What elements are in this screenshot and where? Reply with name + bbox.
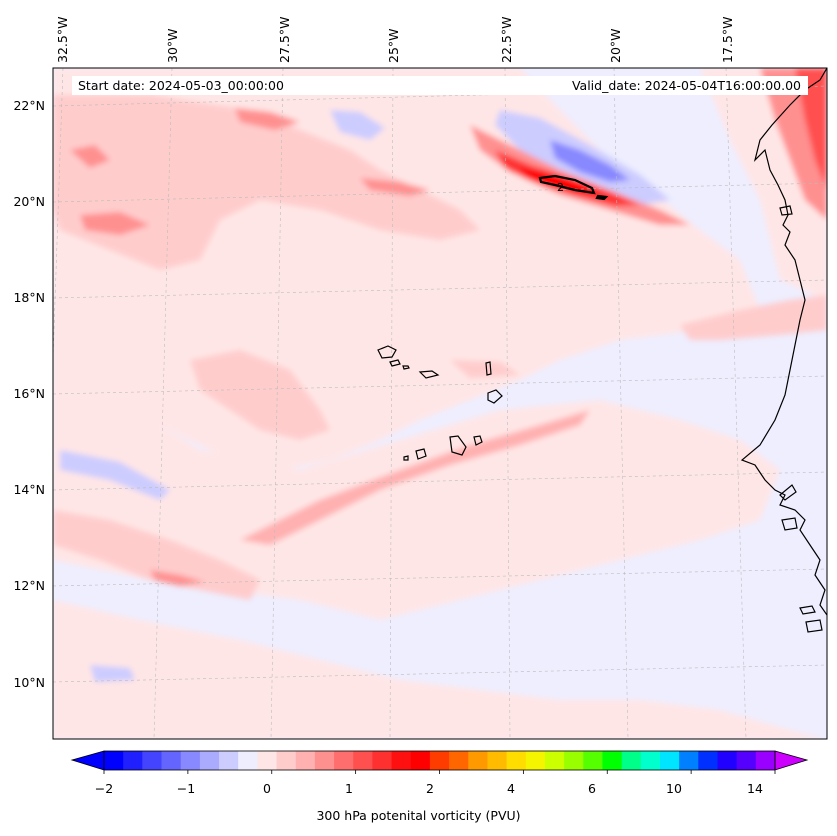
pv-negative-south [90,665,135,682]
colorbar-title: 300 hPa potenital vorticity (PVU) [316,808,521,823]
pv-band-east [680,295,827,340]
lat-label-20n: 20°N [13,194,45,209]
pv-band-central [190,350,330,440]
colorbar-cell [219,751,239,770]
pv-band-islands [240,410,590,545]
colorbar-cell [353,751,373,770]
pv-patch-e [150,570,205,586]
cbar-tick-label-2: 0 [263,781,271,796]
colorbar [70,750,809,774]
lon-label-27.5w: 27.5°W [277,16,292,63]
cape-verde-islands [377,345,503,461]
pv-streak-peak [520,168,600,194]
colorbar-cell [372,751,393,770]
pv-region-south [53,600,827,739]
colorbar-cell [429,751,450,770]
colorbar-cell [698,751,718,770]
pv-band-northwest [53,95,480,270]
lon-label-22.5w: 22.5°W [499,16,514,63]
start-date-label: Start date: 2024-05-03_00:00:00 [78,78,284,93]
map-frame [52,67,828,740]
colorbar-cell [123,751,143,770]
pv-contour-2 [538,174,609,201]
coastline-africa [740,68,827,616]
lat-label-14n: 14°N [13,482,45,497]
pv-patch-c [360,178,430,196]
lat-label-22n: 22°N [13,98,45,113]
colorbar-cell [583,751,603,770]
colorbar-cell [180,751,201,770]
colorbar-cell [410,751,431,770]
colorbar-cell [717,751,738,770]
cbar-tick-label-5: 4 [507,781,515,796]
colorbar-extend-low [70,750,105,771]
lon-label-17.5w: 17.5°W [720,16,735,63]
pv-negative-southwest [60,450,170,500]
lat-label-10n: 10°N [13,675,45,690]
valid-date-label: Valid_date: 2024-05-04T16:00:00.00 [571,78,801,93]
colorbar-cell [506,751,527,770]
colorbar-cell [104,751,124,770]
cbar-tick-label-1: −1 [176,781,196,796]
pv-patch-a [70,145,110,168]
lat-label-12n: 12°N [13,578,45,593]
colorbar-cell [161,751,182,770]
info-banner: Start date: 2024-05-03_00:00:00 Valid_da… [72,76,808,95]
lat-label-16n: 16°N [13,386,45,401]
colorbar-cell [736,751,757,770]
colorbar-cell [659,751,680,770]
coastline [740,68,827,633]
lon-label-32.5w: 32.5°W [55,16,70,63]
cbar-tick-label-7: 10 [666,781,682,796]
colorbar-cell [449,751,469,770]
pv-region-central [53,380,780,620]
colorbar-cell [544,751,565,770]
colorbar-cell [295,751,316,770]
cbar-tick-label-4: 2 [426,781,434,796]
colorbar-cell [391,751,412,770]
contour-label: 2 [557,181,564,194]
colorbar-extend-high [774,750,809,771]
pv-patch-d [235,108,300,130]
colorbar-cell [679,751,699,770]
colorbar-cell [314,751,335,770]
colorbar-cell [468,751,488,770]
cbar-tick-label-0: −2 [94,781,114,796]
colorbar-cell [640,751,661,770]
colorbar-cell [621,751,642,770]
lat-label-18n: 18°N [13,290,45,305]
colorbar-cell [564,751,584,770]
graticule [53,68,827,739]
colorbar-cell [257,751,278,770]
pv-patch-f [450,360,520,378]
lon-label-30w: 30°W [165,28,180,63]
lon-label-25w: 25°W [386,28,401,63]
pv-streak-outer [470,125,690,225]
pv-corner-northeast-core [795,68,827,190]
colorbar-cell [602,751,623,770]
pv-negative-core [550,140,630,182]
cbar-tick-label-3: 1 [345,781,353,796]
pv-band-southwest [53,510,260,600]
cbar-tick-label-8: 14 [747,781,763,796]
lon-label-20w: 20°W [608,28,623,63]
colorbar-cell [142,751,163,770]
pv-negative-west [330,110,385,140]
colorbar-cell [487,751,508,770]
colorbar-cell [238,751,258,770]
colorbar-cell [525,751,546,770]
colorbar-cell [755,751,776,770]
colorbar-cell [199,751,220,770]
pv-field: 2 [53,68,827,739]
cbar-tick-label-6: 6 [588,781,596,796]
colorbar-cell [276,751,297,770]
colorbar-cell [334,751,354,770]
pv-patch-b [80,212,150,235]
